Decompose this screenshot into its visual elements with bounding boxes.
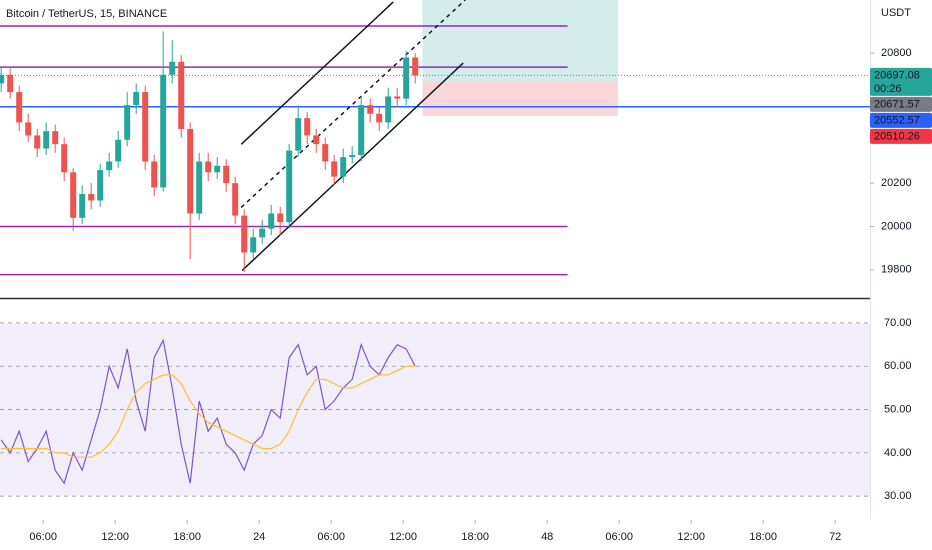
candle-body <box>124 105 131 140</box>
candle-body <box>205 161 212 173</box>
profit-zone <box>422 0 618 81</box>
price-label: 20671.57 <box>874 98 920 110</box>
candle-body <box>313 135 320 145</box>
price-label-box <box>870 128 932 144</box>
time-tick-label: 12:00 <box>389 531 417 543</box>
candle-body <box>349 154 356 158</box>
candle-body <box>61 144 68 173</box>
candle-body <box>295 118 302 151</box>
candle-body <box>187 128 194 214</box>
candle-body <box>43 131 50 149</box>
candle-body <box>403 57 410 99</box>
time-tick-label: 06:00 <box>29 531 57 543</box>
candle-body <box>277 213 284 223</box>
candle-body <box>304 118 311 136</box>
rsi-tick-label: 40.00 <box>884 447 912 459</box>
candle-body <box>241 215 248 253</box>
time-tick-label: 06:00 <box>605 531 633 543</box>
candle-body <box>268 213 275 229</box>
time-tick-label: 48 <box>541 531 553 543</box>
loss-zone <box>422 80 618 116</box>
candle-body <box>223 165 230 184</box>
candle-body <box>358 105 365 155</box>
price-label-box <box>870 96 932 112</box>
price-tick-label: 20800 <box>881 47 912 59</box>
candle-body <box>331 161 338 177</box>
candle-body <box>376 113 383 123</box>
candle-body <box>133 92 140 106</box>
candle-body <box>70 172 77 218</box>
candle-body <box>259 228 266 238</box>
candle-body <box>142 92 149 162</box>
candle-body <box>7 74 14 93</box>
candle-body <box>88 193 95 201</box>
time-tick-label: 72 <box>829 531 841 543</box>
candle-body <box>25 122 32 136</box>
rsi-line <box>0 338 416 485</box>
candle-body <box>322 144 329 162</box>
candle-body <box>214 165 221 173</box>
candle-body <box>412 57 419 76</box>
rsi-tick-label: 60.00 <box>884 360 912 372</box>
trend-line <box>240 0 466 208</box>
candle-body <box>97 170 104 201</box>
candle-body <box>34 135 41 149</box>
price-tick-label: 20200 <box>881 177 912 189</box>
time-tick-label: 12:00 <box>101 531 129 543</box>
candle-body <box>232 183 239 216</box>
price-pane <box>0 0 870 276</box>
candle-body <box>52 131 59 145</box>
unit-label: USDT <box>881 7 911 19</box>
candle-body <box>106 161 113 171</box>
trend-line <box>241 62 464 272</box>
candle-body <box>286 150 293 223</box>
candle-body <box>385 96 392 123</box>
rsi-tick-label: 50.00 <box>884 403 912 415</box>
time-tick-label: 06:00 <box>317 531 345 543</box>
candle-body <box>169 61 176 75</box>
rsi-tick-label: 30.00 <box>884 490 912 502</box>
candle-body <box>0 74 5 84</box>
candle-body <box>196 161 203 214</box>
price-tick-label: 19800 <box>881 264 912 276</box>
time-tick-label: 18:00 <box>173 531 201 543</box>
candle-body <box>340 157 347 177</box>
price-label-box <box>870 67 932 96</box>
price-tick-label: 20000 <box>881 220 912 232</box>
price-label: 20510.26 <box>874 130 920 142</box>
chart-title: Bitcoin / TetherUS, 15, BINANCE <box>6 8 167 20</box>
time-tick-label: 18:00 <box>749 531 777 543</box>
time-tick-label: 12:00 <box>677 531 705 543</box>
trend-line <box>240 1 394 145</box>
rsi-line <box>1 365 416 458</box>
candle-body <box>367 105 374 114</box>
candle-body <box>79 193 86 218</box>
candle-body <box>178 61 185 129</box>
rsi-tick-label: 70.00 <box>884 317 912 329</box>
countdown-label: 00:26 <box>874 83 902 95</box>
candle-body <box>250 237 257 253</box>
candle-body <box>115 139 122 162</box>
price-label-box <box>870 112 932 128</box>
candle-body <box>394 96 401 99</box>
candle-body <box>160 74 167 188</box>
price-label: 20697.08 <box>874 69 920 81</box>
time-tick-label: 24 <box>253 531 265 543</box>
time-tick-label: 18:00 <box>461 531 489 543</box>
price-label: 20552.57 <box>874 114 920 126</box>
candle-body <box>16 92 23 123</box>
candle-body <box>151 161 158 188</box>
